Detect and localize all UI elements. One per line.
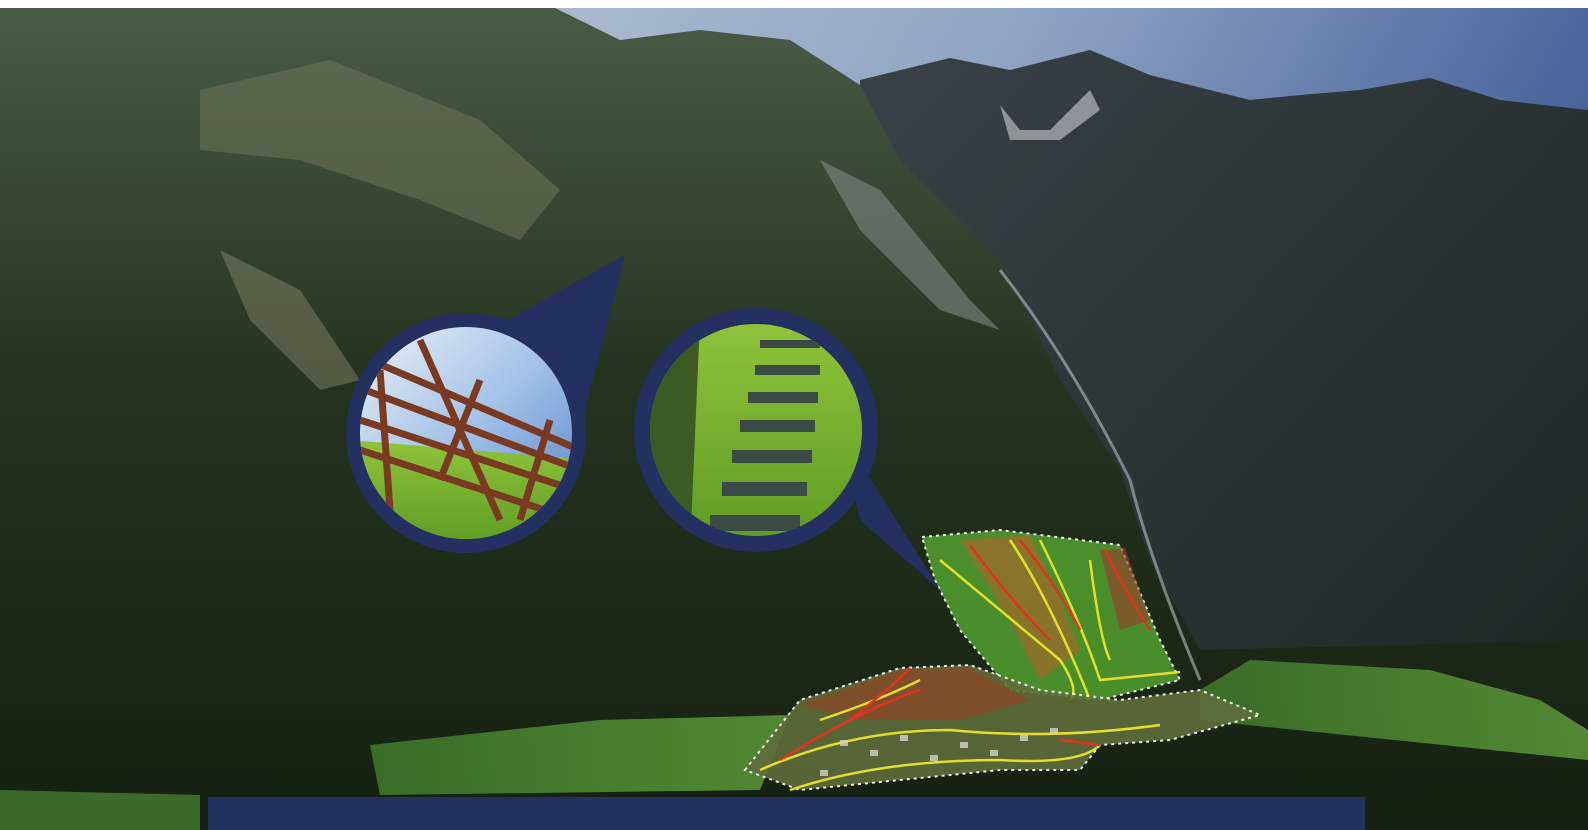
- snow: [1000, 90, 1100, 140]
- scree: [820, 160, 1000, 330]
- village: [820, 728, 1058, 776]
- hazard-line: [939, 539, 1181, 701]
- hazard-line: [779, 667, 1101, 762]
- scree: [220, 250, 360, 390]
- meadow: [370, 715, 790, 795]
- photo-snow-fence: [360, 327, 572, 539]
- meadow: [0, 790, 200, 830]
- meadow: [1200, 660, 1588, 760]
- banner: [208, 797, 1365, 830]
- hazard-line: [968, 539, 1152, 641]
- river: [998, 269, 1202, 681]
- scree: [200, 60, 560, 240]
